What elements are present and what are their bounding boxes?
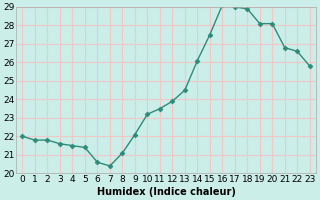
X-axis label: Humidex (Indice chaleur): Humidex (Indice chaleur) <box>97 187 236 197</box>
